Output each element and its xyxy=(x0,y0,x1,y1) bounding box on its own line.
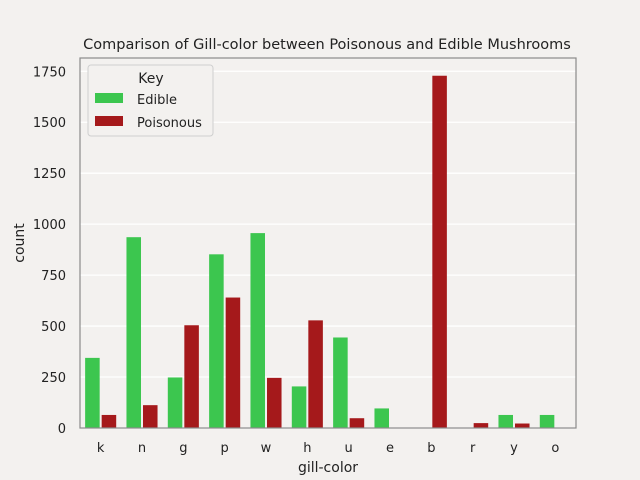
bar-edible-g xyxy=(167,377,183,428)
x-tick-label: g xyxy=(179,441,187,456)
bar-poisonous-h xyxy=(308,320,323,428)
y-tick-label: 250 xyxy=(41,371,66,386)
x-tick-label: e xyxy=(386,441,394,456)
bar-edible-h xyxy=(291,386,307,428)
x-tick-label: o xyxy=(551,441,559,456)
y-tick-label: 1250 xyxy=(33,167,66,182)
legend-swatch-poisonous xyxy=(95,116,123,126)
x-axis-label: gill-color xyxy=(298,460,358,476)
bar-poisonous-y xyxy=(515,423,530,428)
x-tick-label: p xyxy=(221,441,229,456)
y-tick-label: 500 xyxy=(41,320,66,335)
bar-edible-o xyxy=(539,414,555,428)
x-tick-label: r xyxy=(470,441,476,456)
y-axis-label: count xyxy=(12,223,28,263)
chart-title: Comparison of Gill-color between Poisono… xyxy=(83,37,571,53)
legend-swatch-edible xyxy=(95,93,123,103)
bar-edible-e xyxy=(374,408,389,428)
x-tick-label: n xyxy=(138,441,146,456)
bar-poisonous-u xyxy=(349,418,365,428)
bar-edible-w xyxy=(250,233,265,428)
y-tick-label: 1000 xyxy=(33,218,66,233)
bar-poisonous-p xyxy=(225,297,241,428)
bar-edible-u xyxy=(333,337,348,428)
bar-poisonous-b xyxy=(432,75,447,428)
x-tick-label: y xyxy=(510,441,518,456)
y-tick-label: 1500 xyxy=(33,116,66,131)
bar-poisonous-n xyxy=(143,405,158,428)
bar-edible-p xyxy=(209,254,224,428)
bars-group xyxy=(85,75,555,428)
bar-poisonous-g xyxy=(184,325,199,428)
legend: Key Edible Poisonous xyxy=(87,64,214,137)
bar-edible-k xyxy=(85,357,100,428)
bar-poisonous-r xyxy=(473,423,489,428)
legend-title: Key xyxy=(138,71,163,87)
plot-frame xyxy=(79,57,577,429)
x-tick-label: h xyxy=(303,441,311,456)
legend-label-edible: Edible xyxy=(137,93,177,108)
y-tick-label: 0 xyxy=(58,422,66,437)
y-tick-label: 750 xyxy=(41,269,66,284)
y-tick-labels: 0 250 500 750 1000 1250 1500 1750 xyxy=(33,65,66,437)
x-tick-label: w xyxy=(261,441,272,456)
bar-poisonous-k xyxy=(101,414,117,428)
y-tick-label: 1750 xyxy=(33,65,66,80)
bar-poisonous-w xyxy=(267,377,282,428)
bar-edible-y xyxy=(498,414,513,428)
legend-label-poisonous: Poisonous xyxy=(137,116,202,131)
x-tick-label: b xyxy=(427,441,435,456)
x-tick-label: k xyxy=(97,441,105,456)
bar-edible-n xyxy=(126,237,141,428)
x-tick-label: u xyxy=(345,441,353,456)
